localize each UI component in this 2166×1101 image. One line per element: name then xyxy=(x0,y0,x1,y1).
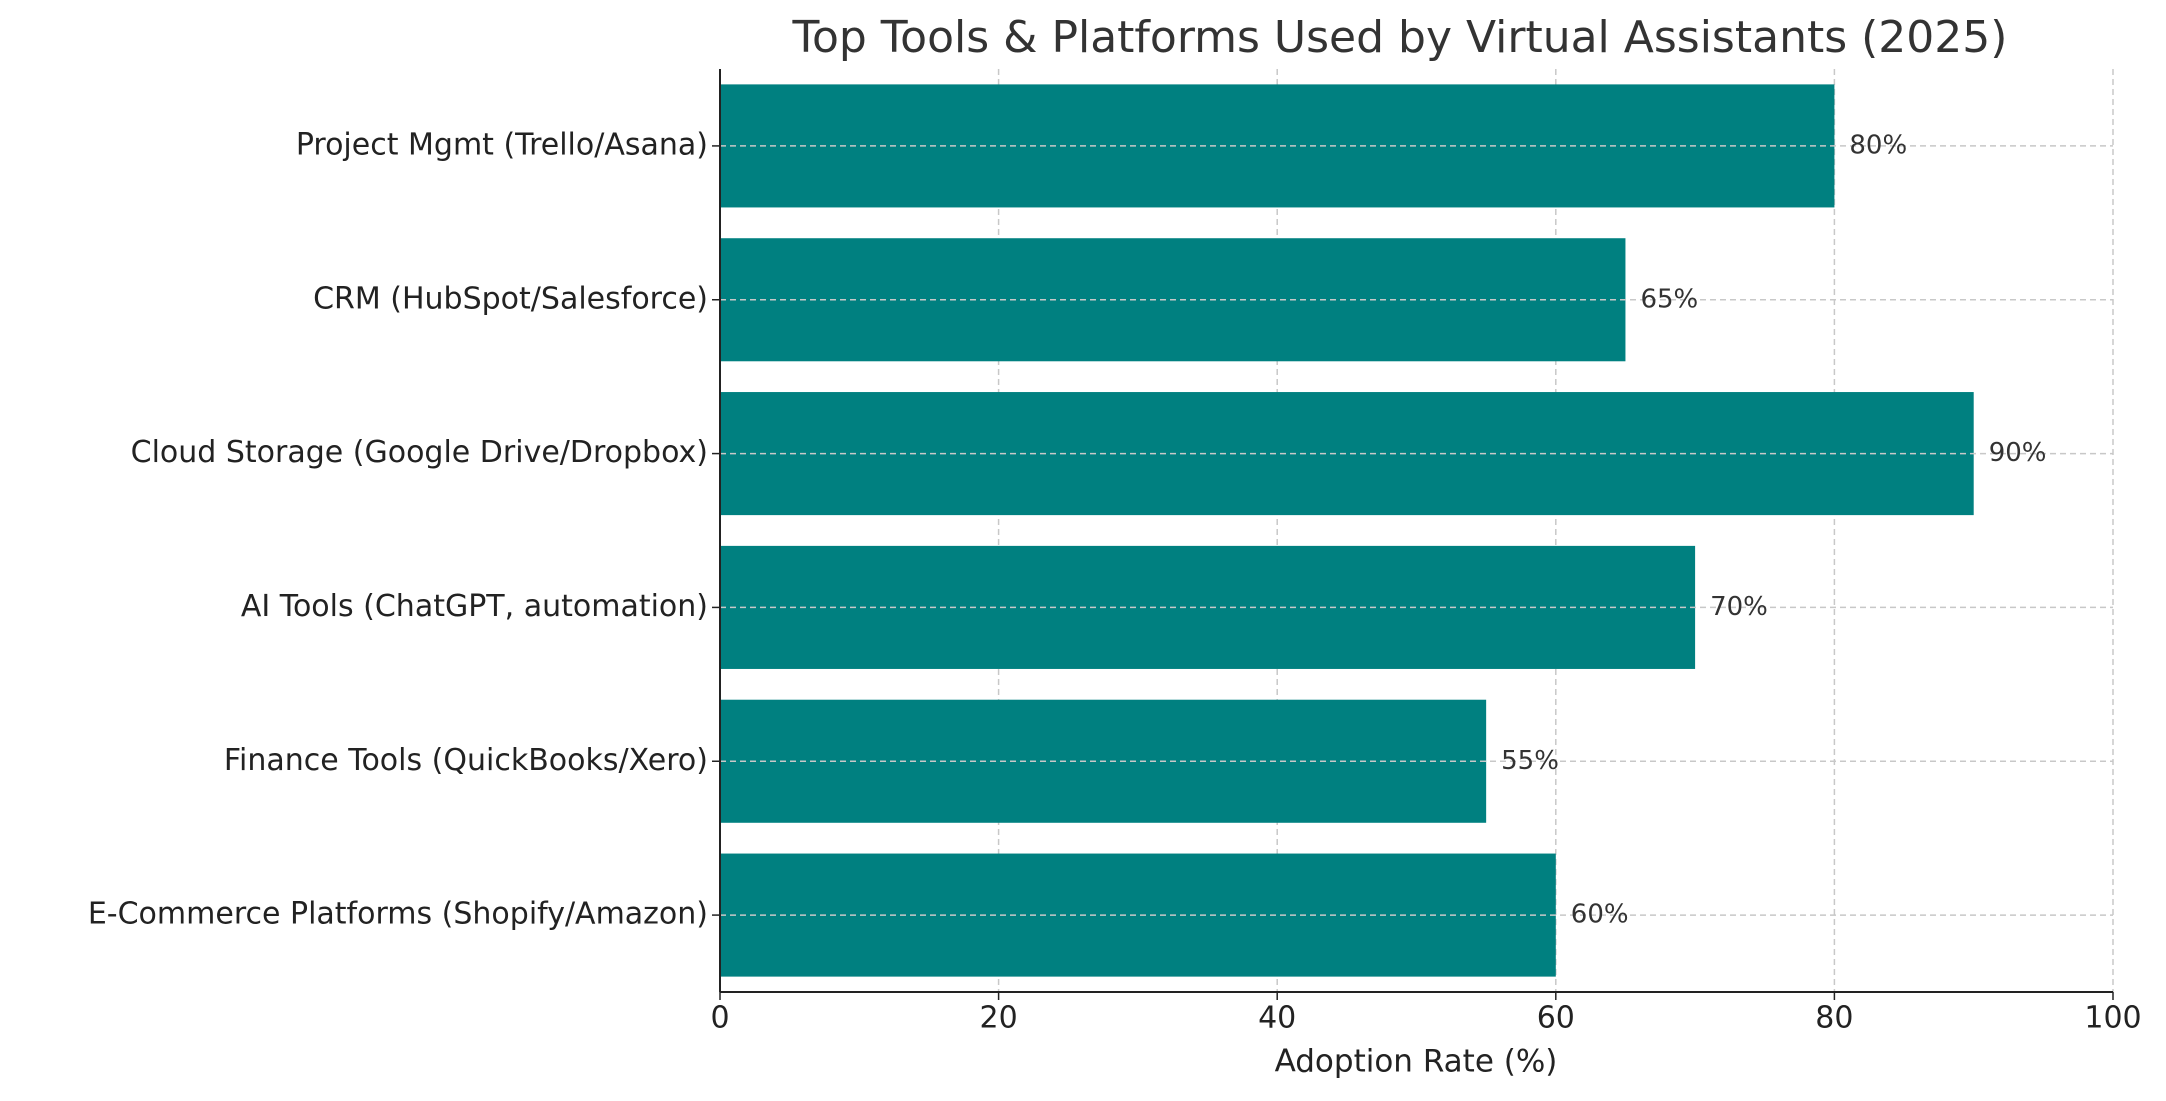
x-tick-label: 40 xyxy=(1258,1001,1296,1036)
value-label: 70% xyxy=(1710,592,1768,622)
x-tick-label: 0 xyxy=(710,1001,729,1036)
x-tick-label: 100 xyxy=(2084,1001,2141,1036)
y-tick-label: Finance Tools (QuickBooks/Xero) xyxy=(224,743,708,778)
x-tick-label: 20 xyxy=(980,1001,1018,1036)
bar xyxy=(720,545,1696,669)
x-axis-label: Adoption Rate (%) xyxy=(1275,1044,1558,1080)
value-label: 55% xyxy=(1501,746,1559,776)
bar xyxy=(720,84,1835,208)
bar xyxy=(720,853,1556,977)
value-label: 80% xyxy=(1849,130,1907,160)
x-tick-label: 80 xyxy=(1815,1001,1853,1036)
value-label: 90% xyxy=(1989,438,2047,468)
chart-title: Top Tools & Platforms Used by Virtual As… xyxy=(792,12,2008,63)
y-tick-label: Cloud Storage (Google Drive/Dropbox) xyxy=(131,435,708,470)
y-tick-label: AI Tools (ChatGPT, automation) xyxy=(241,589,708,624)
value-label: 60% xyxy=(1571,900,1629,930)
x-tick-label: 60 xyxy=(1537,1001,1575,1036)
y-tick-label: Project Mgmt (Trello/Asana) xyxy=(296,127,708,162)
value-label: 65% xyxy=(1640,284,1698,314)
y-tick-label: E-Commerce Platforms (Shopify/Amazon) xyxy=(88,897,708,932)
y-tick-label: CRM (HubSpot/Salesforce) xyxy=(313,281,708,316)
